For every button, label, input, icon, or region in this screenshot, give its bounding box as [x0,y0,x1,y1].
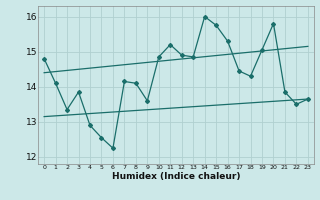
X-axis label: Humidex (Indice chaleur): Humidex (Indice chaleur) [112,172,240,181]
